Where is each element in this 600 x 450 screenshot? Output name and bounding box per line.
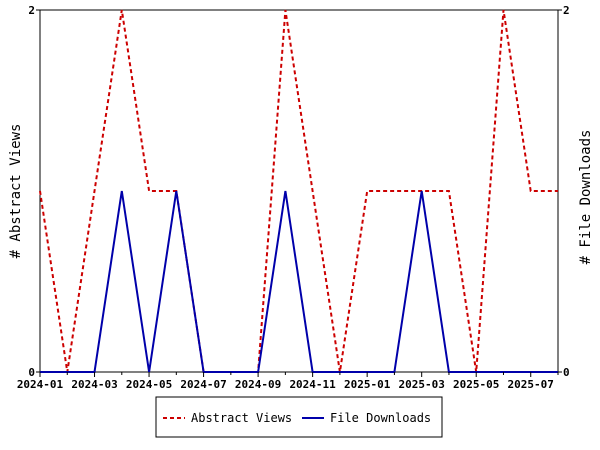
series-layer <box>39 9 558 373</box>
x-tick-label: 2024-11 <box>289 378 336 391</box>
legend-label-abstract-views: Abstract Views <box>191 411 292 425</box>
y-axis-label-left: # Abstract Views <box>8 124 24 259</box>
y-tick-label-right: 0 <box>563 366 570 379</box>
x-tick-label: 2024-01 <box>17 378 64 391</box>
y-tick-label-right: 2 <box>563 4 570 17</box>
series-line-file-downloads <box>40 190 558 373</box>
x-tick-label: 2025-03 <box>399 378 445 391</box>
x-tick-label: 2024-07 <box>180 378 226 391</box>
y-tick-label-left: 2 <box>28 4 35 17</box>
y-axis-label-right: # File Downloads <box>578 130 594 265</box>
x-tick-label: 2024-05 <box>126 378 172 391</box>
legend-label-file-downloads: File Downloads <box>330 411 431 425</box>
x-tick-label: 2025-01 <box>344 378 391 391</box>
series-line-abstract-views <box>39 9 558 373</box>
x-tick-label: 2025-07 <box>508 378 554 391</box>
x-tick-label: 2024-09 <box>235 378 281 391</box>
y-tick-label-left: 0 <box>28 366 35 379</box>
legend-box <box>155 396 443 438</box>
legend: Abstract Views File Downloads <box>155 396 443 438</box>
tick-layer: 2024-01 2024-03 2024-05 2024-07 2024-09 2024-… <box>17 4 570 391</box>
x-tick-label: 2025-05 <box>453 378 499 391</box>
x-tick-label: 2024-03 <box>71 378 117 391</box>
